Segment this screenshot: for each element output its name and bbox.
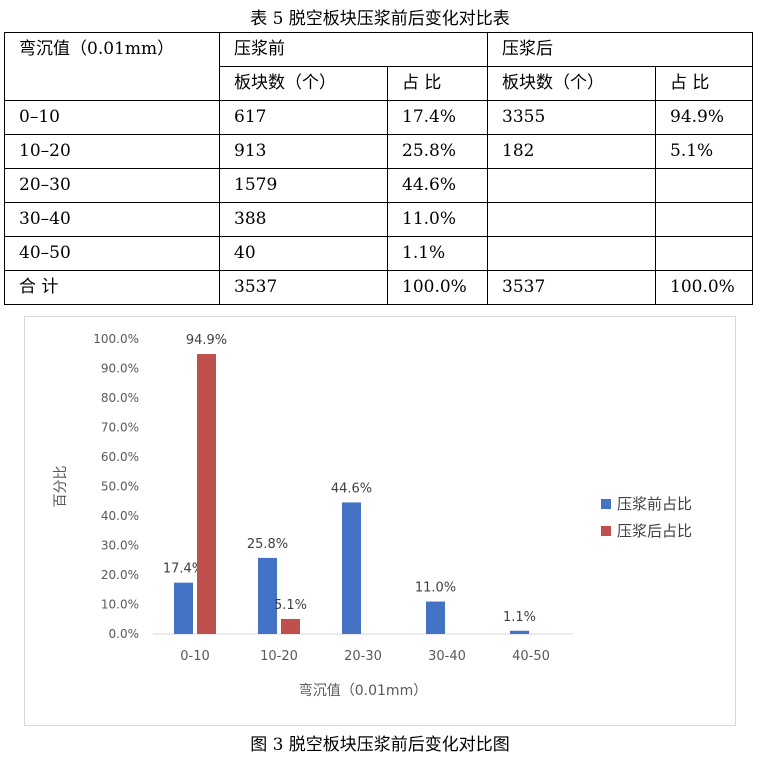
x-tick-label: 20-30 [344, 649, 382, 664]
cell-range: 40–50 [4, 236, 220, 271]
y-tick-label: 30.0% [101, 539, 139, 553]
x-tick-label: 40-50 [512, 649, 550, 664]
bar [281, 618, 300, 634]
header-after-ratio: 占 比 [655, 66, 753, 101]
y-tick-label: 60.0% [101, 450, 139, 464]
header-after-count: 板块数（个） [487, 66, 656, 101]
header-before-ratio: 占 比 [387, 66, 488, 101]
bar-chart: 0.0% 10.0% 20.0% 30.0% 40.0% 50.0% 60.0% 70.0% 8… [53, 332, 692, 699]
cell-before-count: 388 [219, 202, 388, 237]
legend-label: 压浆前占比 [617, 495, 692, 513]
cell-before-count: 40 [219, 236, 388, 271]
table-row: 30–40 388 11.0% [4, 202, 753, 237]
cell-before-ratio: 100.0% [387, 270, 488, 305]
bar [342, 502, 361, 634]
chart-frame: 0.0% 10.0% 20.0% 30.0% 40.0% 50.0% 60.0% 70.0% 8… [24, 316, 736, 726]
cell-after-count [487, 236, 656, 271]
table-row: 10–20 913 25.8% 182 5.1% [4, 134, 753, 169]
legend-swatch [601, 499, 611, 509]
data-label: 11.0% [415, 581, 456, 596]
cell-before-ratio: 44.6% [387, 168, 488, 203]
cell-before-count: 1579 [219, 168, 388, 203]
header-deflection: 弯沉值（0.01mm） [4, 32, 220, 101]
y-tick-label: 70.0% [101, 421, 139, 435]
x-tick-label: 30-40 [428, 649, 466, 664]
header-after: 压浆后 [487, 32, 753, 67]
cell-after-ratio [655, 236, 753, 271]
data-label: 25.8% [247, 537, 288, 552]
cell-after-ratio [655, 168, 753, 203]
table-total-row: 合 计 3537 100.0% 3537 100.0% [4, 270, 753, 305]
data-label: 44.6% [331, 481, 372, 496]
x-tick-label: 10-20 [260, 649, 298, 664]
bar [258, 557, 277, 634]
y-tick-label: 10.0% [101, 598, 139, 612]
bar [197, 354, 216, 634]
cell-after-ratio: 100.0% [655, 270, 753, 305]
y-tick-label: 50.0% [101, 480, 139, 494]
y-tick-label: 0.0% [109, 627, 140, 641]
cell-before-ratio: 1.1% [387, 236, 488, 271]
cell-before-count: 617 [219, 100, 388, 135]
y-tick-label: 100.0% [93, 332, 139, 346]
cell-range: 0–10 [4, 100, 220, 135]
table-row: 20–30 1579 44.6% [4, 168, 753, 203]
data-label: 94.9% [186, 333, 227, 348]
cell-after-count: 3537 [487, 270, 656, 305]
header-before: 压浆前 [219, 32, 488, 67]
cell-after-ratio: 94.9% [655, 100, 753, 135]
x-tick-label: 0-10 [180, 649, 210, 664]
comparison-table: 弯沉值（0.01mm） 压浆前 压浆后 板块数（个） 占 比 板块数（个） 占 … [4, 32, 753, 305]
y-tick-label: 90.0% [101, 362, 139, 376]
bar [510, 630, 529, 634]
header-before-count: 板块数（个） [219, 66, 388, 101]
table-row: 0–10 617 17.4% 3355 94.9% [4, 100, 753, 135]
cell-after-count [487, 202, 656, 237]
cell-before-ratio: 17.4% [387, 100, 488, 135]
table-header-row: 弯沉值（0.01mm） 压浆前 压浆后 [4, 32, 753, 101]
cell-before-count: 913 [219, 134, 388, 169]
data-label: 5.1% [274, 598, 307, 613]
y-tick-label: 20.0% [101, 568, 139, 582]
cell-after-count: 182 [487, 134, 656, 169]
y-tick-label: 40.0% [101, 509, 139, 523]
y-tick-label: 80.0% [101, 391, 139, 405]
cell-range: 20–30 [4, 168, 220, 203]
cell-range: 合 计 [4, 270, 220, 305]
cell-after-count [487, 168, 656, 203]
cell-before-ratio: 11.0% [387, 202, 488, 237]
cell-before-count: 3537 [219, 270, 388, 305]
x-axis-title: 弯沉值（0.01mm） [299, 682, 427, 699]
figure-caption: 图 3 脱空板块压浆前后变化对比图 [250, 735, 510, 755]
legend-label: 压浆后占比 [617, 522, 692, 540]
cell-range: 30–40 [4, 202, 220, 237]
bar [426, 601, 445, 634]
cell-after-ratio: 5.1% [655, 134, 753, 169]
table-subheader-row: 板块数（个） 占 比 板块数（个） 占 比 [5, 66, 753, 101]
cell-range: 10–20 [4, 134, 220, 169]
table-row: 40–50 40 1.1% [4, 236, 753, 271]
cell-after-count: 3355 [487, 100, 656, 135]
y-axis-title: 百分比 [53, 466, 69, 508]
cell-before-ratio: 25.8% [387, 134, 488, 169]
bar [174, 582, 193, 634]
data-label: 17.4% [163, 562, 204, 577]
cell-after-ratio [655, 202, 753, 237]
data-label: 1.1% [503, 610, 536, 625]
legend-swatch [601, 526, 611, 536]
table-title: 表 5 脱空板块压浆前后变化对比表 [250, 9, 510, 29]
